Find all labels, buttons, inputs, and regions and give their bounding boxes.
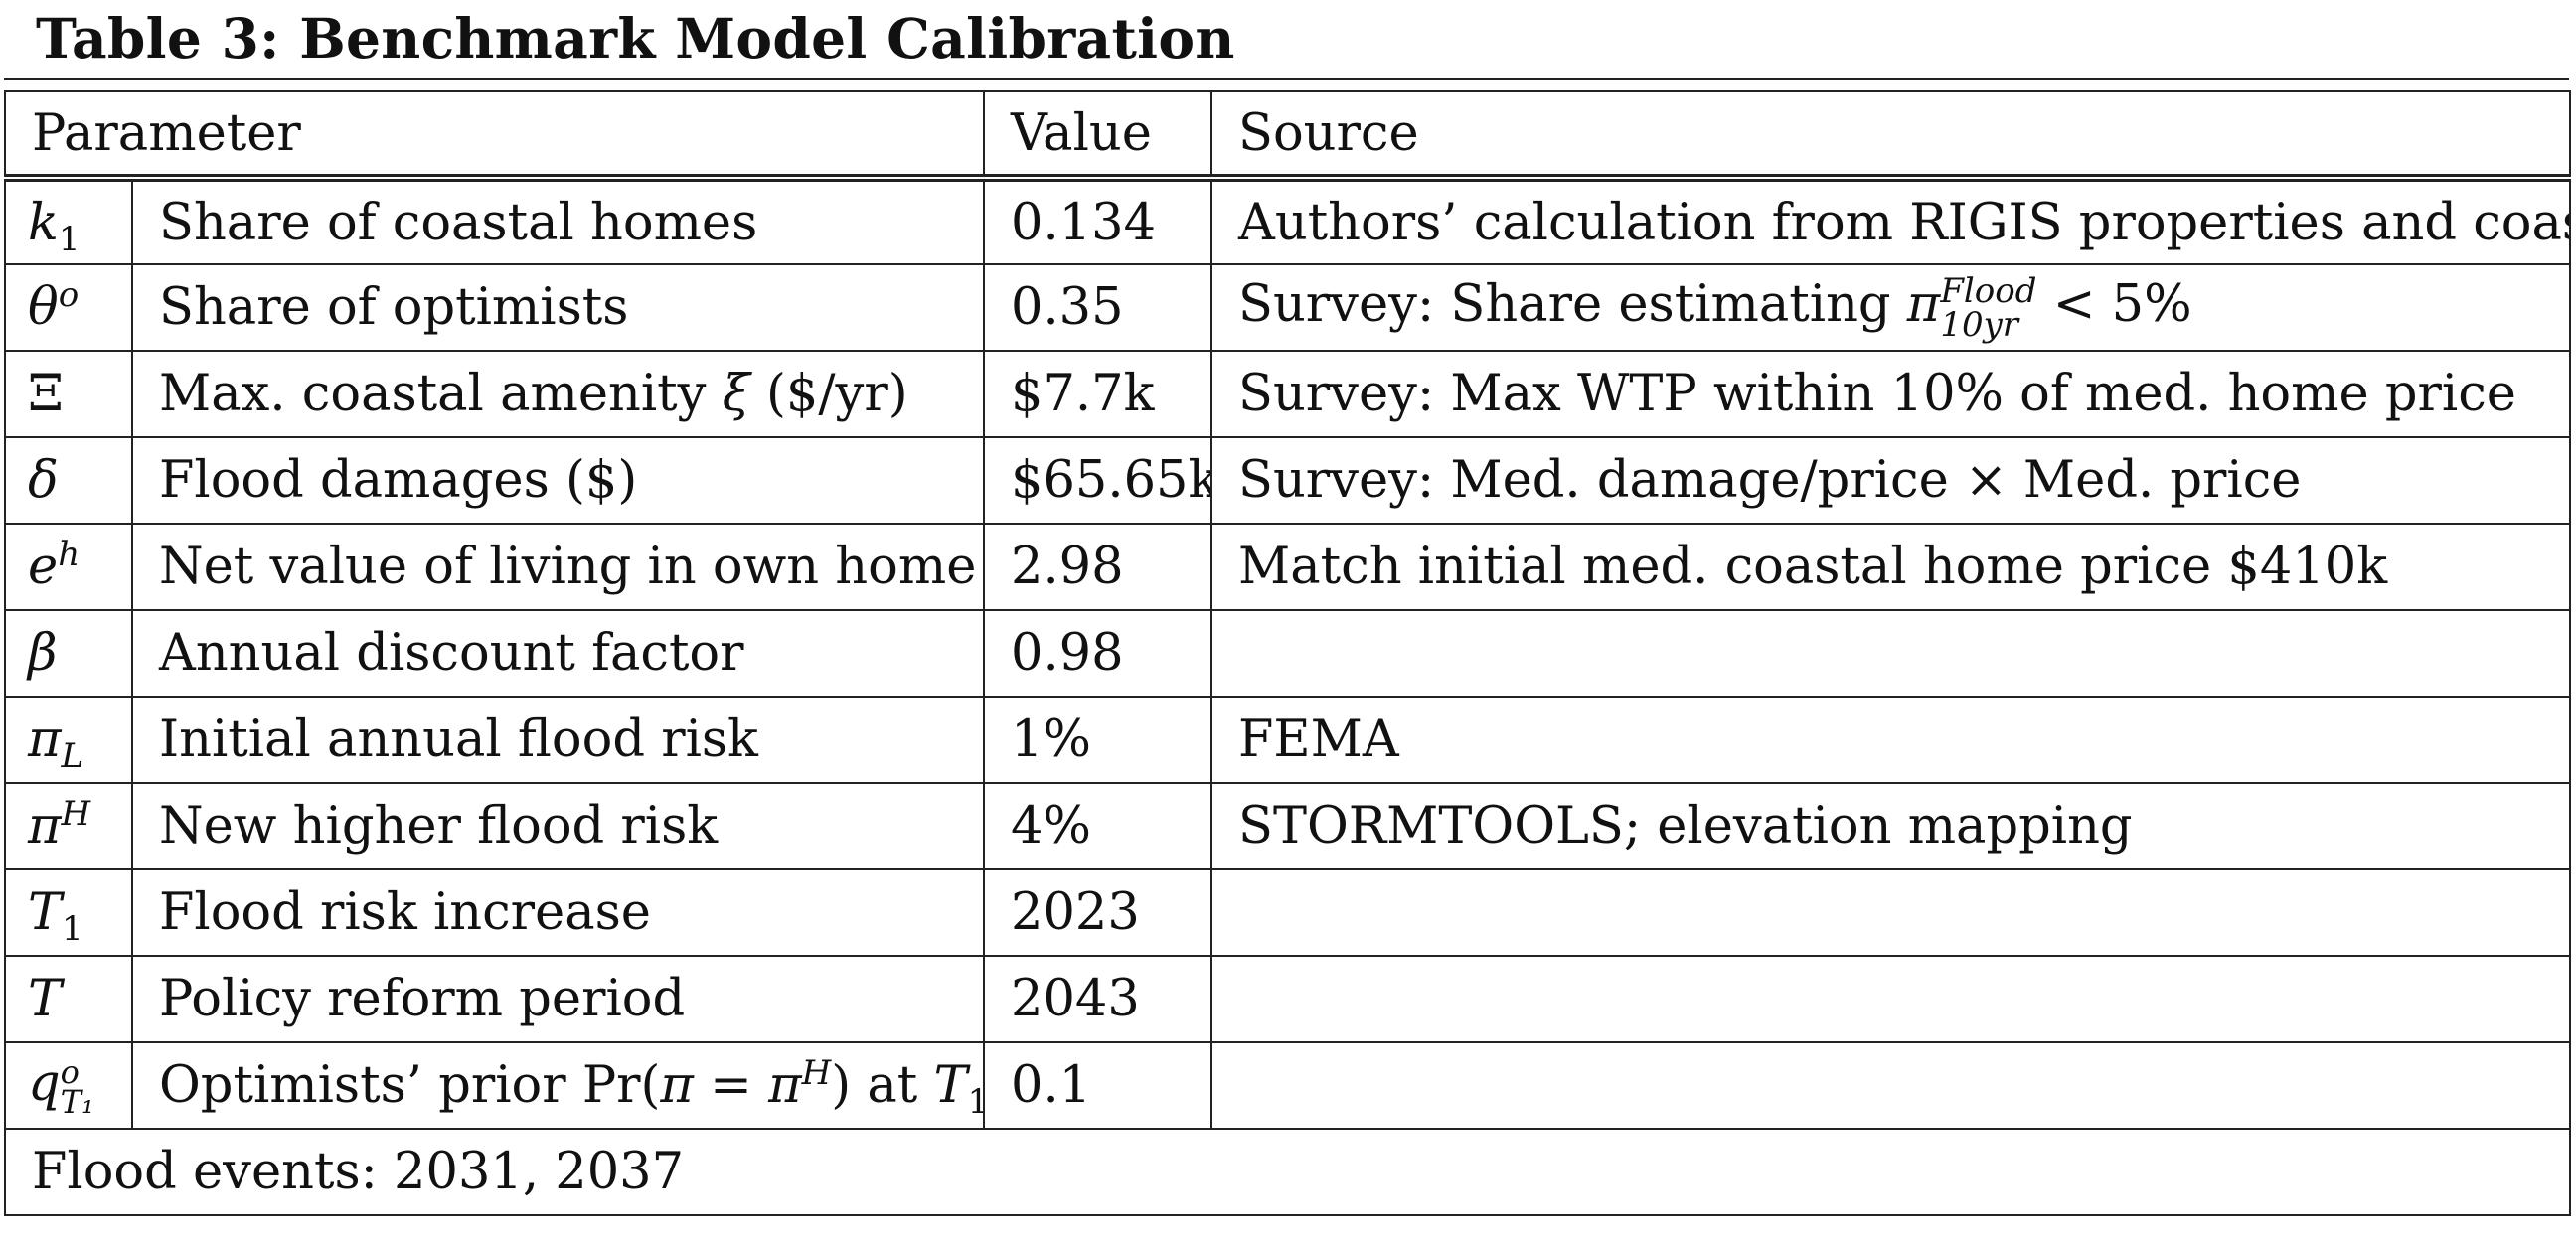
parameter-value: $7.7k — [983, 350, 1213, 438]
parameter-symbol: θo — [4, 263, 133, 352]
parameter-description: Initial annual flood risk — [130, 696, 986, 784]
parameter-description: New higher flood risk — [130, 782, 986, 870]
parameter-source: Authors’ calculation from RIGIS properti… — [1210, 177, 2572, 265]
parameter-description: Share of optimists — [130, 263, 986, 352]
column-header-value: Value — [983, 90, 1213, 182]
parameter-symbol: T — [4, 955, 133, 1043]
table-row: T Policy reform period 2043 — [4, 955, 2572, 1043]
table-row: δ Flood damages ($) $65.65k Survey: Med.… — [4, 436, 2572, 525]
parameter-description: Flood damages ($) — [130, 436, 986, 525]
parameter-description: Optimists’ prior Pr(π = πH) at T1 — [130, 1041, 986, 1130]
table-row: θo Share of optimists 0.35 Survey: Share… — [4, 263, 2572, 352]
parameter-description: Max. coastal amenity ξ ($/yr) — [130, 350, 986, 438]
parameter-description: Net value of living in own home — [130, 523, 986, 611]
parameter-value: $65.65k — [983, 436, 1213, 525]
parameter-source: Survey: Max WTP within 10% of med. home … — [1210, 350, 2572, 438]
column-header-source: Source — [1210, 90, 2572, 182]
parameter-value: 0.134 — [983, 177, 1213, 265]
parameter-value: 1% — [983, 696, 1213, 784]
parameter-value: 0.35 — [983, 263, 1213, 352]
parameter-source — [1210, 868, 2572, 957]
parameter-description: Flood risk increase — [130, 868, 986, 957]
parameter-description: Policy reform period — [130, 955, 986, 1043]
parameter-value: 0.98 — [983, 609, 1213, 698]
top-rule — [4, 78, 2569, 80]
header-row: Parameter Value Source — [3, 90, 2572, 182]
footer-row: Flood events: 2031, 2037 — [3, 1128, 2572, 1216]
parameter-value: 2.98 — [983, 523, 1213, 611]
parameter-source — [1210, 1041, 2572, 1130]
parameter-value: 4% — [983, 782, 1213, 870]
parameter-symbol: δ — [4, 436, 133, 525]
parameter-source: FEMA — [1210, 696, 2572, 784]
table-row: β Annual discount factor 0.98 — [4, 609, 2572, 698]
parameter-value: 2043 — [983, 955, 1213, 1043]
table-caption: Table 3: Benchmark Model Calibration — [36, 6, 1235, 71]
column-header-parameter: Parameter — [3, 90, 986, 182]
parameter-symbol: πH — [4, 782, 133, 870]
table-row: eh Net value of living in own home 2.98 … — [4, 523, 2572, 611]
parameter-source — [1210, 955, 2572, 1043]
parameter-symbol: T1 — [4, 868, 133, 957]
parameter-description: Annual discount factor — [130, 609, 986, 698]
parameter-symbol: πL — [4, 696, 133, 784]
table-row: Ξ Max. coastal amenity ξ ($/yr) $7.7k Su… — [4, 350, 2572, 438]
parameter-symbol: k1 — [4, 177, 133, 265]
parameter-symbol: eh — [4, 523, 133, 611]
parameter-source: Survey: Med. damage/price × Med. price — [1210, 436, 2572, 525]
parameter-source: Match initial med. coastal home price $4… — [1210, 523, 2572, 611]
parameter-symbol: β — [4, 609, 133, 698]
parameter-source: STORMTOOLS; elevation mapping — [1210, 782, 2572, 870]
parameter-symbol: q o T₁ — [4, 1041, 133, 1130]
table-row: πL Initial annual flood risk 1% FEMA — [4, 696, 2572, 784]
parameter-value: 0.1 — [983, 1041, 1213, 1130]
table-row: k1 Share of coastal homes 0.134 Authors’… — [4, 177, 2572, 265]
parameter-symbol: Ξ — [4, 350, 133, 438]
flood-events-note: Flood events: 2031, 2037 — [3, 1128, 2572, 1216]
table-row: πH New higher flood risk 4% STORMTOOLS; … — [4, 782, 2572, 870]
calibration-table: Parameter Value Source k1 Share of coast… — [3, 90, 2572, 1216]
table-row: T1 Flood risk increase 2023 — [4, 868, 2572, 957]
parameter-description: Share of coastal homes — [130, 177, 986, 265]
parameter-source — [1210, 609, 2572, 698]
parameter-value: 2023 — [983, 868, 1213, 957]
parameter-source: Survey: Share estimating π Flood 10yr < 5% — [1210, 263, 2572, 352]
